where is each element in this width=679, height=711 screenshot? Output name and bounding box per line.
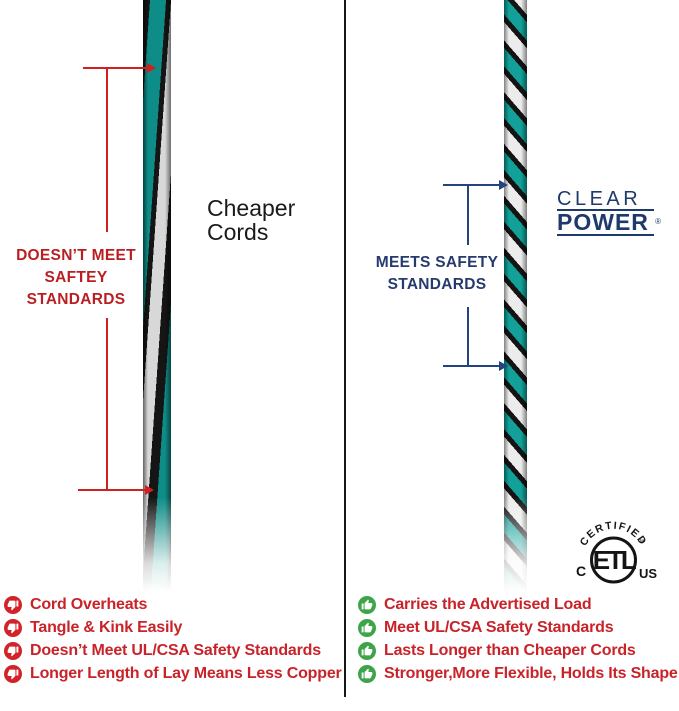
list-item-text: Lasts Longer than Cheaper Cords [384,641,636,659]
etl-tm-mark: ™ [637,539,644,546]
thumbs-down-icon [4,595,22,614]
blue-arrow-bottom-icon [443,360,508,372]
list-item: Meet UL/CSA Safety Standards [358,616,678,639]
clear-power-pros-list: Carries the Advertised Load Meet UL/CSA … [358,593,678,685]
cheaper-cords-line1: Cheaper [207,195,296,221]
list-item-text: Stronger,More Flexible, Holds Its Shape [384,664,678,682]
right-safety-heading: MEETS SAFETY STANDARDS [362,252,512,296]
cheaper-cords-cons-list: Cord Overheats Tangle & Kink Easily Does… [4,593,342,685]
etl-c-label: C [576,563,586,579]
brand-power-word: POWER [557,209,649,235]
blue-arrow-top-icon [443,179,508,191]
list-item-text: Doesn’t Meet UL/CSA Safety Standards [30,641,321,659]
thumbs-up-icon [358,595,376,614]
thumbs-down-icon [4,618,22,637]
list-item: Longer Length of Lay Means Less Copper [4,662,342,685]
blue-dimension-line [467,185,469,245]
left-heading-line3: STANDARDS [26,291,126,308]
thumbs-up-icon [358,641,376,660]
etl-us-label: US [639,566,657,581]
thumbs-down-icon [4,664,22,683]
etl-letters: ETL [593,545,637,575]
list-item-text: Carries the Advertised Load [384,595,592,613]
list-item: Tangle & Kink Easily [4,616,342,639]
red-arrow-bottom-icon [78,484,154,496]
cheaper-cords-line2: Cords [207,219,269,245]
left-safety-heading: DOESN’T MEET SAFTEY STANDARDS [0,245,152,311]
brand-power-text: POWER ® [557,209,661,236]
clear-power-cord-photo [504,0,527,592]
list-item-text: Cord Overheats [30,595,148,613]
etl-certified-mark: CERTIFIED ETL ™ C US [576,520,657,584]
thumbs-down-icon [4,641,22,660]
left-heading-line1: DOESN’T MEET [16,247,136,264]
list-item: Cord Overheats [4,593,342,616]
list-item: Doesn’t Meet UL/CSA Safety Standards [4,639,342,662]
blue-dimension-line [467,307,469,366]
cord-bottom-fade [143,497,171,592]
clear-power-logo: CLEAR POWER ® [557,189,661,236]
red-arrow-top-icon [83,62,156,74]
list-item-text: Longer Length of Lay Means Less Copper [30,664,342,682]
red-dimension-line [106,318,108,490]
right-heading-line1: MEETS SAFETY [375,254,499,271]
cord-bottom-fade [504,497,527,592]
list-item-text: Tangle & Kink Easily [30,618,183,636]
brand-clear-text: CLEAR [557,189,654,211]
panel-divider [344,0,346,697]
right-heading-line2: STANDARDS [387,276,487,293]
thumbs-up-icon [358,664,376,683]
list-item: Stronger,More Flexible, Holds Its Shape [358,662,678,685]
red-dimension-line [106,68,108,232]
registered-mark-icon: ® [655,217,662,226]
left-heading-line2: SAFTEY [44,269,108,286]
etl-circle [590,536,637,584]
cheaper-cords-label: Cheaper Cords [207,196,295,244]
list-item-text: Meet UL/CSA Safety Standards [384,618,614,636]
list-item: Lasts Longer than Cheaper Cords [358,639,678,662]
list-item: Carries the Advertised Load [358,593,678,616]
thumbs-up-icon [358,618,376,637]
